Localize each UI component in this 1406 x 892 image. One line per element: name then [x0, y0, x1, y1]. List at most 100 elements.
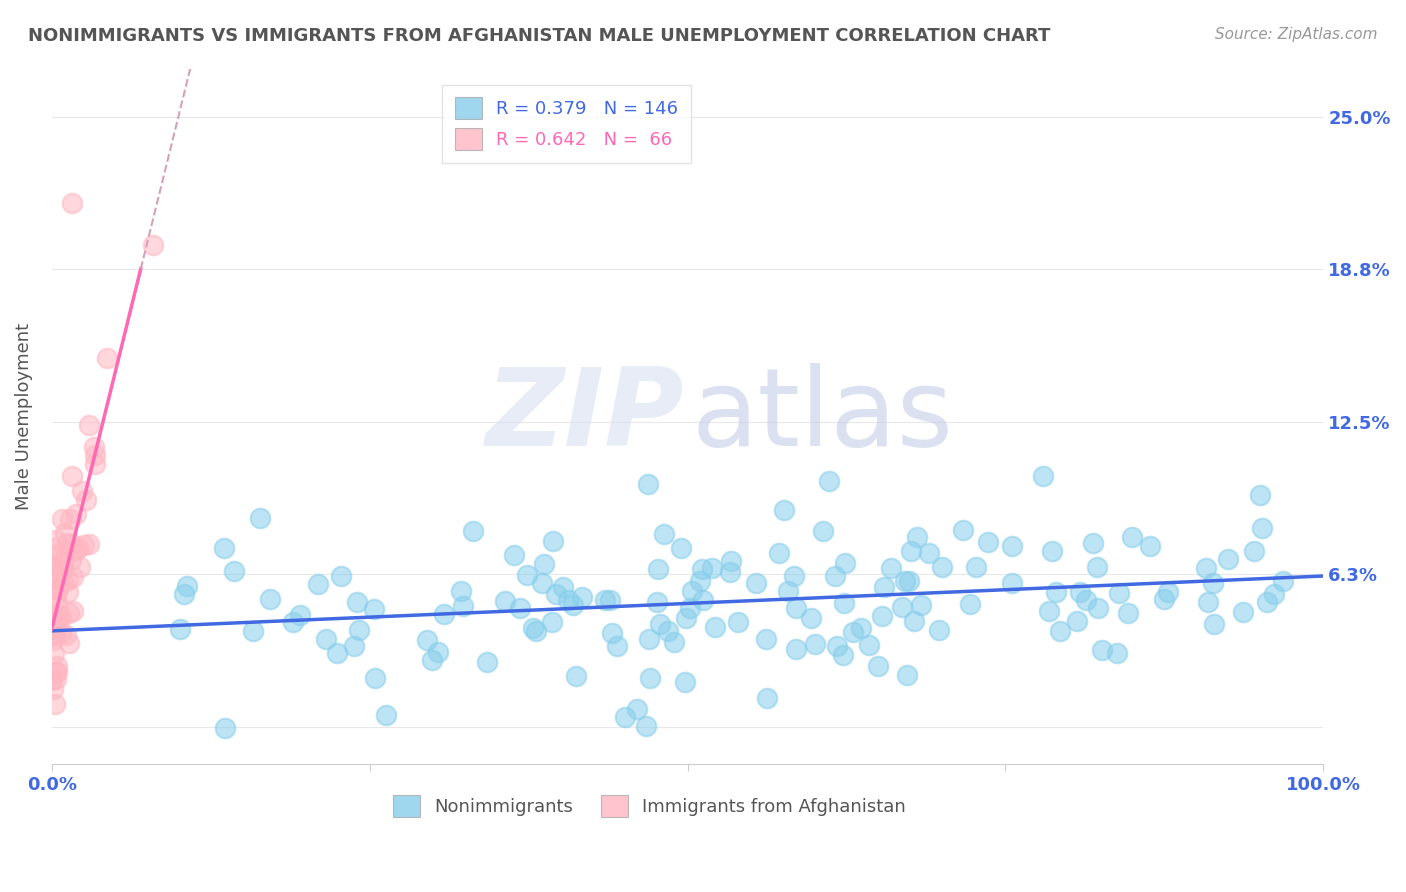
Point — [45, 582, 67, 597]
Point — [900, 543, 922, 558]
Point — [1087, 601, 1109, 615]
Point — [673, 674, 696, 689]
Point — [638, 632, 661, 647]
Point — [509, 600, 531, 615]
Point — [1272, 574, 1295, 589]
Point — [450, 584, 472, 599]
Point — [363, 601, 385, 615]
Point — [41, 673, 63, 687]
Point — [44, 627, 66, 641]
Point — [541, 615, 564, 629]
Point — [375, 708, 398, 723]
Point — [45, 665, 67, 679]
Point — [1202, 617, 1225, 632]
Point — [432, 607, 454, 621]
Point — [959, 598, 981, 612]
Point — [704, 620, 727, 634]
Point — [894, 574, 917, 589]
Point — [73, 538, 96, 552]
Point — [634, 719, 657, 733]
Point — [785, 600, 807, 615]
Point — [461, 524, 484, 539]
Point — [1243, 544, 1265, 558]
Point — [669, 541, 692, 555]
Point — [832, 596, 855, 610]
Text: atlas: atlas — [692, 363, 953, 469]
Point — [46, 665, 69, 680]
Point — [1232, 606, 1254, 620]
Point — [42, 632, 65, 647]
Point — [451, 599, 474, 613]
Point — [928, 624, 950, 638]
Point — [827, 640, 849, 654]
Point — [896, 667, 918, 681]
Point — [918, 546, 941, 560]
Point — [524, 624, 547, 638]
Point — [1066, 614, 1088, 628]
Point — [222, 564, 245, 578]
Point — [1105, 646, 1128, 660]
Text: ZIP: ZIP — [485, 363, 683, 469]
Point — [56, 584, 79, 599]
Point — [1045, 584, 1067, 599]
Point — [420, 653, 443, 667]
Point — [46, 608, 69, 623]
Point — [783, 569, 806, 583]
Point — [905, 530, 928, 544]
Text: NONIMMIGRANTS VS IMMIGRANTS FROM AFGHANISTAN MALE UNEMPLOYMENT CORRELATION CHART: NONIMMIGRANTS VS IMMIGRANTS FROM AFGHANI… — [28, 27, 1050, 45]
Point — [1249, 488, 1271, 502]
Point — [903, 614, 925, 628]
Point — [494, 594, 516, 608]
Point — [626, 701, 648, 715]
Point — [1157, 585, 1180, 599]
Point — [1049, 624, 1071, 638]
Point — [880, 561, 903, 575]
Point — [62, 570, 84, 584]
Point — [58, 636, 80, 650]
Point — [773, 502, 796, 516]
Point — [44, 697, 66, 711]
Text: Source: ZipAtlas.com: Source: ZipAtlas.com — [1215, 27, 1378, 42]
Point — [65, 507, 87, 521]
Point — [288, 608, 311, 623]
Point — [727, 615, 749, 629]
Point — [475, 655, 498, 669]
Point — [69, 560, 91, 574]
Point — [51, 564, 73, 578]
Point — [83, 440, 105, 454]
Point — [1081, 536, 1104, 550]
Point — [65, 543, 87, 558]
Point — [1251, 521, 1274, 535]
Point — [60, 536, 83, 550]
Point — [599, 593, 621, 607]
Point — [1108, 586, 1130, 600]
Point — [249, 510, 271, 524]
Point — [79, 418, 101, 433]
Point — [45, 659, 67, 673]
Point — [142, 238, 165, 252]
Point — [1074, 593, 1097, 607]
Point — [176, 579, 198, 593]
Point — [326, 646, 349, 660]
Point — [84, 448, 107, 462]
Point — [214, 721, 236, 735]
Point — [891, 600, 914, 615]
Point — [346, 595, 368, 609]
Point — [515, 568, 537, 582]
Legend: Nonimmigrants, Immigrants from Afghanistan: Nonimmigrants, Immigrants from Afghanist… — [385, 788, 912, 824]
Point — [593, 593, 616, 607]
Point — [242, 624, 264, 639]
Point — [648, 617, 671, 632]
Point — [1139, 539, 1161, 553]
Point — [562, 599, 585, 613]
Point — [897, 574, 920, 589]
Point — [910, 598, 932, 612]
Point — [931, 560, 953, 574]
Point — [1038, 605, 1060, 619]
Point — [657, 624, 679, 639]
Point — [977, 535, 1000, 549]
Point — [818, 474, 841, 488]
Point — [307, 577, 329, 591]
Point — [283, 615, 305, 630]
Point — [67, 541, 90, 555]
